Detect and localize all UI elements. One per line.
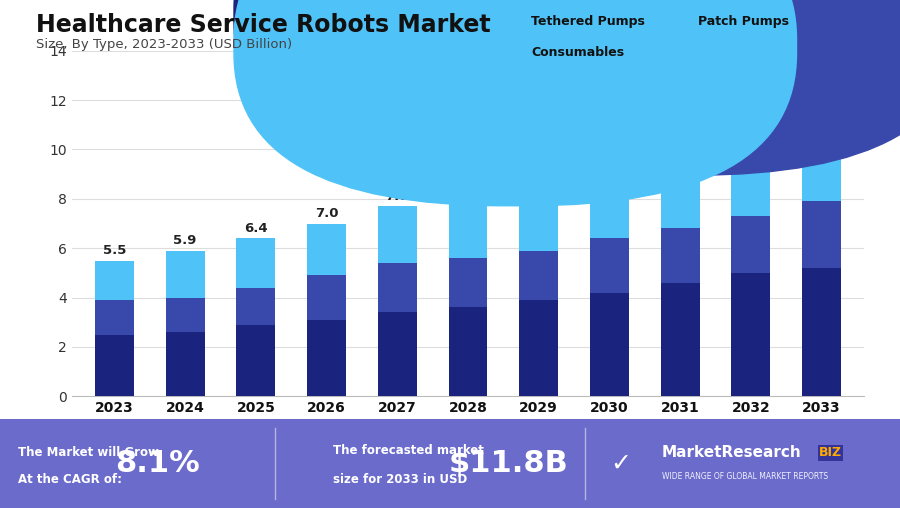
- Text: 9.3: 9.3: [598, 150, 621, 163]
- Bar: [378, 263, 417, 312]
- Bar: [802, 105, 841, 201]
- Text: Tethered Pumps: Tethered Pumps: [531, 15, 645, 28]
- Text: MarketResearch: MarketResearch: [662, 446, 801, 460]
- Bar: [95, 300, 134, 335]
- Bar: [448, 307, 488, 396]
- Bar: [519, 184, 558, 250]
- Bar: [519, 300, 558, 396]
- Bar: [378, 206, 417, 263]
- Text: 10.8: 10.8: [734, 113, 767, 126]
- Bar: [307, 224, 346, 275]
- Text: 11.8: 11.8: [806, 88, 838, 102]
- Text: At the CAGR of:: At the CAGR of:: [18, 473, 122, 486]
- Bar: [237, 288, 275, 325]
- Text: Size, By Type, 2023-2033 (USD Billion): Size, By Type, 2023-2033 (USD Billion): [36, 38, 292, 51]
- Bar: [166, 298, 204, 332]
- Bar: [166, 250, 204, 298]
- Bar: [95, 261, 134, 300]
- Bar: [732, 216, 770, 273]
- Bar: [166, 332, 204, 396]
- Bar: [237, 238, 275, 288]
- Bar: [661, 229, 699, 283]
- Text: Patch Pumps: Patch Pumps: [698, 15, 788, 28]
- Text: Consumables: Consumables: [531, 46, 624, 59]
- Text: 7.0: 7.0: [315, 207, 338, 220]
- Bar: [237, 325, 275, 396]
- Text: ✓: ✓: [610, 452, 632, 475]
- Bar: [732, 273, 770, 396]
- Text: Healthcare Service Robots Market: Healthcare Service Robots Market: [36, 13, 490, 37]
- Bar: [802, 268, 841, 396]
- Bar: [448, 258, 488, 307]
- Text: 8.2: 8.2: [456, 177, 480, 190]
- Bar: [802, 201, 841, 268]
- Bar: [661, 149, 699, 229]
- Bar: [307, 320, 346, 396]
- Text: 5.5: 5.5: [103, 244, 126, 257]
- Text: 5.9: 5.9: [174, 234, 197, 247]
- Text: 8.1%: 8.1%: [115, 449, 200, 478]
- Bar: [590, 293, 629, 396]
- Text: BIZ: BIZ: [819, 447, 842, 459]
- Bar: [448, 194, 488, 258]
- Text: The Market will Grow: The Market will Grow: [18, 447, 159, 459]
- Bar: [378, 312, 417, 396]
- Text: WIDE RANGE OF GLOBAL MARKET REPORTS: WIDE RANGE OF GLOBAL MARKET REPORTS: [662, 472, 828, 482]
- Bar: [519, 250, 558, 300]
- Bar: [661, 283, 699, 396]
- Text: 7.7: 7.7: [385, 189, 409, 203]
- Text: 10.0: 10.0: [664, 133, 697, 146]
- Bar: [732, 130, 770, 216]
- Bar: [95, 335, 134, 396]
- Bar: [307, 275, 346, 320]
- Text: 8.6: 8.6: [526, 167, 551, 180]
- Text: The forecasted market: The forecasted market: [333, 443, 484, 457]
- Bar: [590, 238, 629, 293]
- Bar: [590, 167, 629, 238]
- Text: size for 2033 in USD: size for 2033 in USD: [333, 473, 467, 486]
- Text: 6.4: 6.4: [244, 221, 267, 235]
- Text: $11.8B: $11.8B: [448, 449, 569, 478]
